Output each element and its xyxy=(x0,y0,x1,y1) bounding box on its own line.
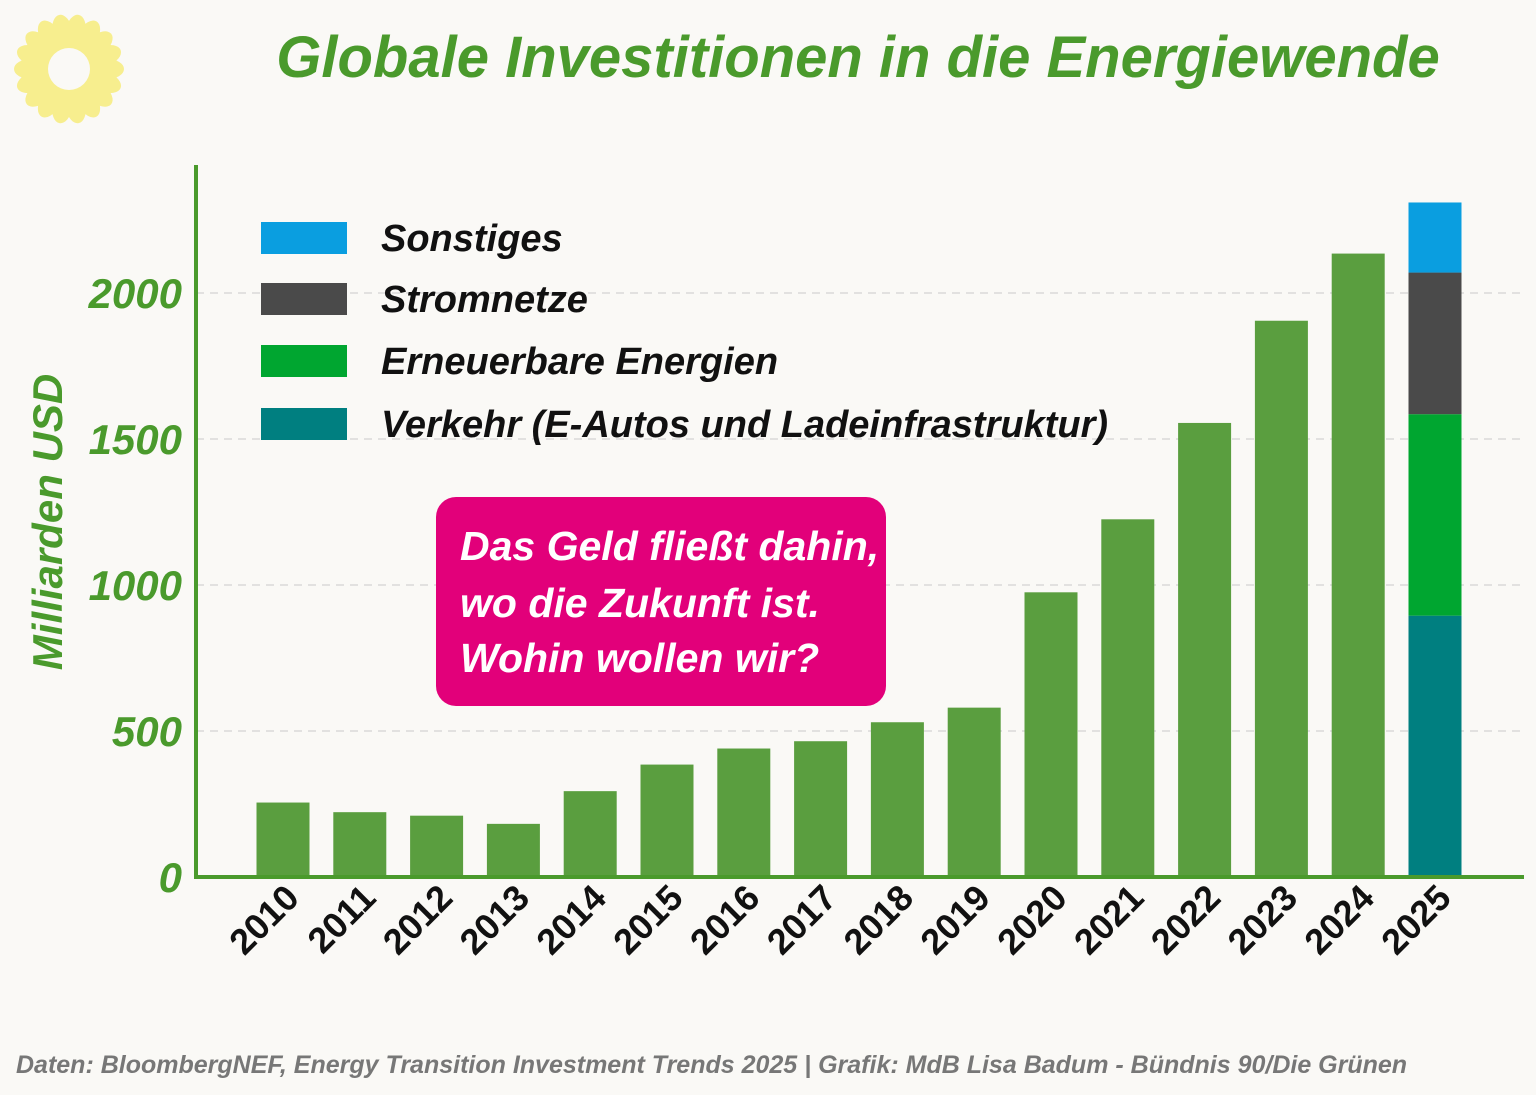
bar xyxy=(717,748,771,877)
x-tick-labels: 2010201120122013201420152016201720182019… xyxy=(221,877,1459,963)
y-tick-label: 0 xyxy=(159,854,182,901)
x-tick-label: 2012 xyxy=(375,877,461,963)
annotation-line: Das Geld fließt dahin, xyxy=(460,523,879,569)
x-tick-label: 2011 xyxy=(299,877,383,961)
legend-swatch xyxy=(261,408,347,440)
x-tick-label: 2025 xyxy=(1373,877,1459,963)
x-tick-label: 2013 xyxy=(451,877,537,963)
bar xyxy=(947,707,1001,877)
bar xyxy=(256,802,310,877)
bar-2025-segment xyxy=(1408,414,1462,616)
axes xyxy=(194,165,1524,879)
annotation-box xyxy=(436,497,886,706)
legend-swatch xyxy=(261,222,347,254)
legend-swatch xyxy=(261,283,347,315)
bar xyxy=(333,812,387,877)
bar-2025-segment xyxy=(1408,615,1462,877)
bar xyxy=(1024,592,1078,877)
legend-swatch xyxy=(261,345,347,377)
x-tick-label: 2019 xyxy=(912,877,998,963)
x-tick-label: 2018 xyxy=(835,877,921,963)
bar xyxy=(640,764,694,877)
y-tick-label: 1000 xyxy=(89,562,182,609)
annotation-callout: Das Geld fließt dahin, wo die Zukunft ist… xyxy=(436,497,886,706)
bar xyxy=(410,815,464,877)
annotation-line: wo die Zukunft ist. xyxy=(460,580,820,626)
bar xyxy=(1101,519,1155,877)
bar xyxy=(794,741,848,877)
x-tick-label: 2016 xyxy=(682,877,768,963)
bar-2025-segment xyxy=(1408,202,1462,273)
legend-label: Erneuerbare Energien xyxy=(381,341,778,383)
x-tick-label: 2021 xyxy=(1066,877,1152,963)
y-tick-label: 1500 xyxy=(89,416,182,463)
y-tick-labels: 0 500 1000 1500 2000 xyxy=(88,270,182,901)
bar-2025-segment xyxy=(1408,272,1462,415)
y-axis-label: Milliarden USD xyxy=(24,374,71,670)
x-tick-label: 2022 xyxy=(1143,877,1229,963)
source-note: Daten: BloombergNEF, Energy Transition I… xyxy=(16,1051,1407,1079)
x-tick-label: 2015 xyxy=(605,877,691,963)
x-tick-label: 2014 xyxy=(528,877,614,963)
x-tick-label: 2010 xyxy=(221,877,307,963)
x-tick-label: 2020 xyxy=(989,877,1075,963)
y-tick-label: 500 xyxy=(112,708,182,755)
bar xyxy=(563,791,617,877)
legend-label: Sonstiges xyxy=(381,218,563,260)
annotation-line: Wohin wollen wir? xyxy=(460,635,819,681)
x-tick-label: 2017 xyxy=(759,877,845,963)
x-tick-label: 2024 xyxy=(1296,877,1382,963)
sunflower-petal xyxy=(88,44,122,68)
legend-label: Verkehr (E-Autos und Ladeinfrastruktur) xyxy=(381,404,1108,446)
bar xyxy=(1178,422,1232,877)
legend: Sonstiges Stromnetze Erneuerbare Energien V… xyxy=(261,218,1108,446)
y-tick-label: 2000 xyxy=(88,270,182,317)
legend-label: Stromnetze xyxy=(381,279,588,321)
sunflower-hole xyxy=(48,48,90,90)
bar xyxy=(1331,253,1385,877)
bar xyxy=(870,722,924,877)
bars xyxy=(256,202,1462,877)
chart-title: Globale Investitionen in die Energiewend… xyxy=(276,25,1439,90)
sunflower-logo-icon xyxy=(14,14,124,124)
bar xyxy=(486,823,540,877)
bar xyxy=(1254,320,1308,877)
x-tick-label: 2023 xyxy=(1219,877,1305,963)
